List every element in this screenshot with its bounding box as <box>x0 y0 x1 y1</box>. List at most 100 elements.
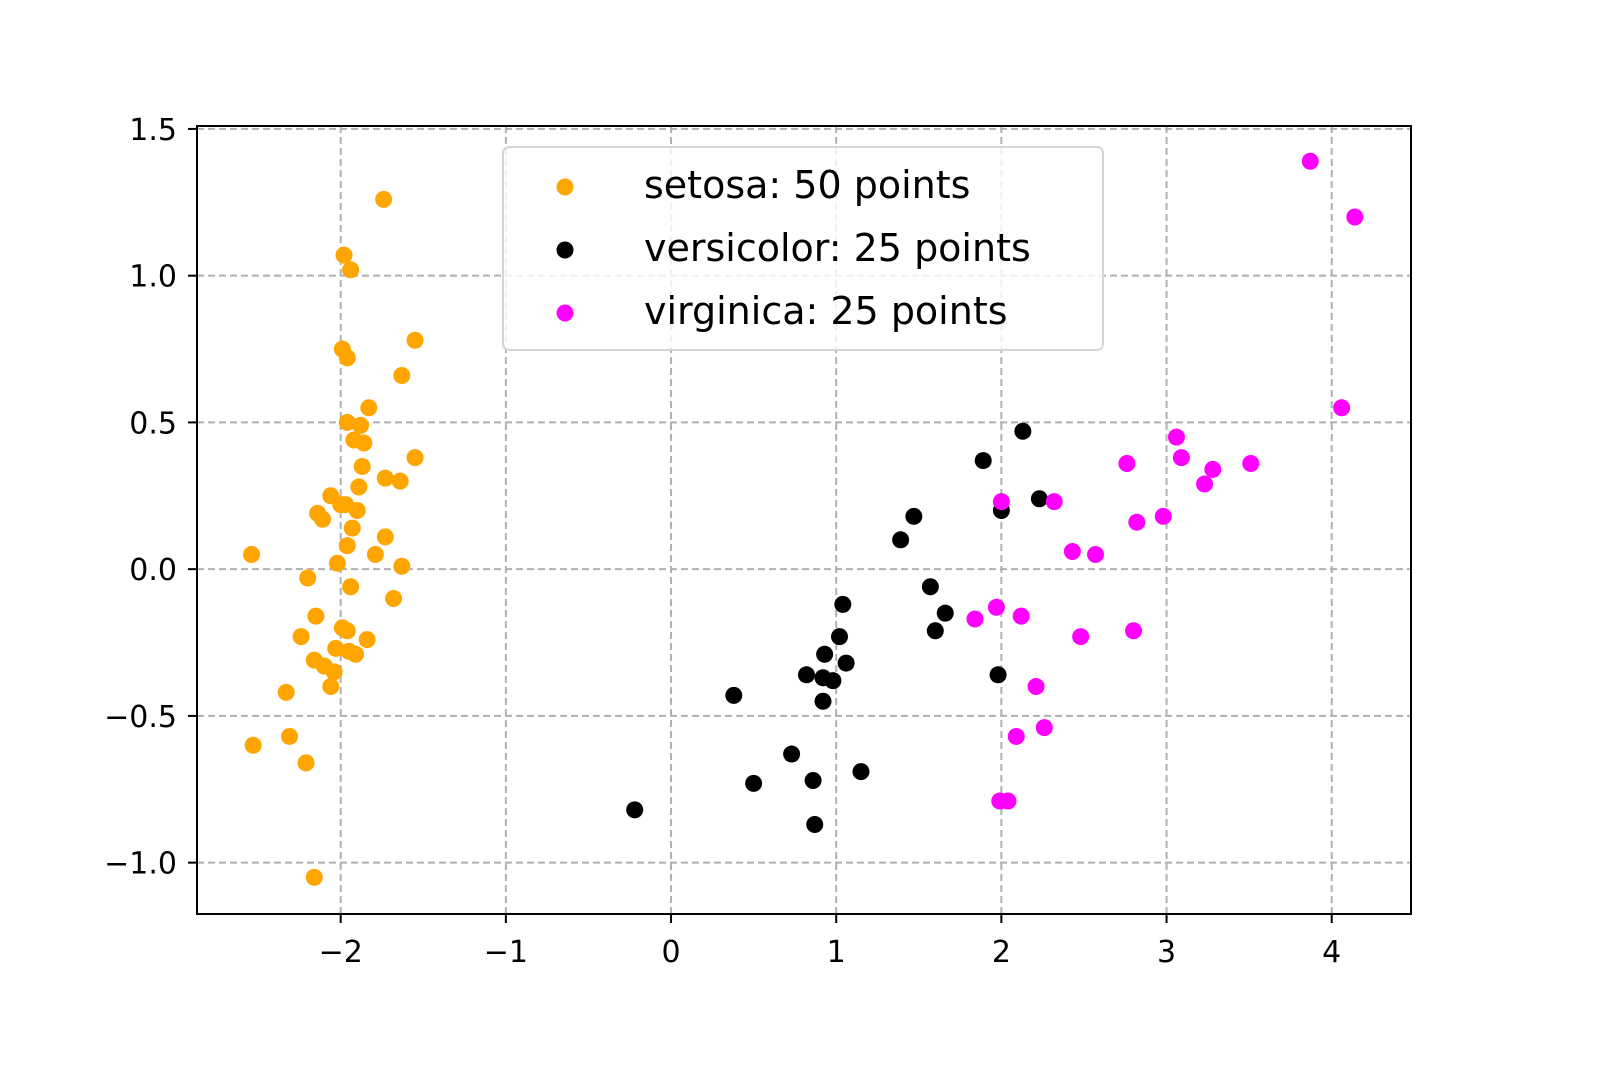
data-point <box>243 545 261 563</box>
data-point <box>385 590 403 608</box>
legend-label: setosa: 50 points <box>644 163 970 207</box>
legend-marker <box>556 241 574 259</box>
data-point <box>831 628 849 646</box>
data-point <box>305 868 323 886</box>
x-tick-label: 3 <box>1157 935 1176 970</box>
y-tick-label: 0.5 <box>129 406 177 441</box>
x-tick-label: 4 <box>1322 935 1341 970</box>
data-point <box>852 763 870 781</box>
data-point <box>376 528 394 546</box>
axis-ticks: −2 −1 0 1 2 3 4 −1.0 −0.5 0.0 0.5 1.0 1.5 <box>104 113 1341 970</box>
data-point <box>338 413 356 431</box>
data-point <box>332 496 350 514</box>
data-point <box>804 771 822 789</box>
data-point <box>342 261 360 279</box>
data-point <box>1204 460 1222 478</box>
data-point <box>936 604 954 622</box>
data-point <box>783 745 801 763</box>
data-point <box>1172 449 1190 467</box>
legend-label: versicolor: 25 points <box>644 226 1031 270</box>
x-tick-label: −2 <box>319 935 363 970</box>
data-point <box>824 672 842 690</box>
data-point <box>355 434 373 452</box>
data-point <box>338 537 356 555</box>
data-point <box>926 622 944 640</box>
data-point <box>348 501 366 519</box>
data-point <box>1027 678 1045 696</box>
data-point <box>393 366 411 384</box>
data-point <box>1014 422 1032 440</box>
data-point <box>921 578 939 596</box>
data-point <box>350 478 368 496</box>
data-point <box>366 545 384 563</box>
data-point <box>347 645 365 663</box>
y-tick-label: 1.5 <box>129 113 177 148</box>
data-point <box>353 457 371 475</box>
data-point <box>1301 152 1319 170</box>
x-tick-label: 2 <box>992 935 1011 970</box>
data-point <box>406 331 424 349</box>
data-point <box>1128 513 1146 531</box>
data-point <box>1118 455 1136 473</box>
data-point <box>325 663 343 681</box>
data-point <box>338 349 356 367</box>
data-point <box>352 416 370 434</box>
data-points <box>243 152 1364 886</box>
data-point <box>328 554 346 572</box>
data-point <box>1167 428 1185 446</box>
data-point <box>814 692 832 710</box>
data-point <box>1007 727 1025 745</box>
data-point <box>1045 493 1063 511</box>
data-point <box>992 493 1010 511</box>
y-tick-label: −0.5 <box>104 700 177 735</box>
data-point <box>342 578 360 596</box>
y-tick-label: −1.0 <box>104 847 177 882</box>
data-point <box>1154 507 1172 525</box>
data-point <box>299 569 317 587</box>
data-point <box>1072 628 1090 646</box>
x-tick-label: −1 <box>484 935 528 970</box>
legend: setosa: 50 points versicolor: 25 points vi… <box>502 146 1104 351</box>
data-point <box>391 472 409 490</box>
data-point <box>1346 208 1364 226</box>
data-point <box>806 815 824 833</box>
data-point <box>816 645 834 663</box>
data-point <box>376 469 394 487</box>
x-tick-label: 0 <box>661 935 680 970</box>
data-point <box>1012 607 1030 625</box>
data-point <box>358 631 376 649</box>
data-point <box>335 246 353 264</box>
data-point <box>837 654 855 672</box>
data-point <box>338 622 356 640</box>
data-point <box>626 801 644 819</box>
data-point <box>1333 399 1351 417</box>
data-point <box>322 678 340 696</box>
data-point <box>745 774 763 792</box>
y-tick-label: 1.0 <box>129 260 177 295</box>
data-point <box>343 519 361 537</box>
data-point <box>314 510 332 528</box>
y-tick-label: 0.0 <box>129 553 177 588</box>
data-point <box>725 686 743 704</box>
data-point <box>1125 622 1143 640</box>
data-point <box>966 610 984 628</box>
data-point <box>280 727 298 745</box>
data-point <box>987 598 1005 616</box>
data-point <box>327 639 345 657</box>
data-point <box>1196 475 1214 493</box>
x-tick-label: 1 <box>827 935 846 970</box>
data-point <box>292 628 310 646</box>
data-point <box>307 607 325 625</box>
plot-frame <box>196 125 1412 915</box>
data-point <box>393 557 411 575</box>
legend-marker <box>556 178 574 196</box>
data-point <box>905 507 923 525</box>
data-point <box>406 449 424 467</box>
data-point <box>1087 545 1105 563</box>
legend-label: virginica: 25 points <box>644 289 1008 333</box>
data-point <box>989 666 1007 684</box>
legend-marker <box>556 304 574 322</box>
data-point <box>1035 719 1053 737</box>
data-point <box>834 595 852 613</box>
